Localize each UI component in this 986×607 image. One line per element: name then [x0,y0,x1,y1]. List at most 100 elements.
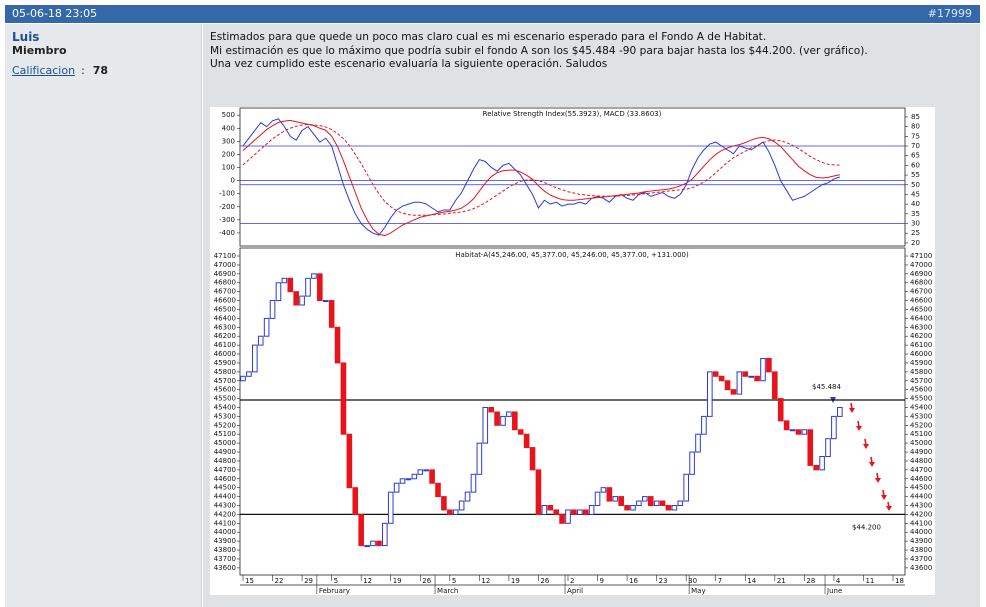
x-tick-label: 21 [777,577,786,585]
candle [837,406,843,417]
y-tick-label: 46200 [214,332,236,340]
y2-tick-label: 45 [911,190,920,198]
y2-tick-label: 30 [911,220,920,228]
y-tick-label: 43600 [214,564,236,572]
y2-tick-label: 43900 [910,537,932,545]
month-label: March [437,587,458,595]
y-tick-label: 44400 [214,493,236,501]
x-tick-label: 12 [481,577,490,585]
candle [571,509,577,515]
candle [582,509,589,515]
candle [659,500,666,507]
y-tick-label: 45200 [214,421,236,429]
candle [529,447,536,471]
candle [588,505,595,515]
candle [642,496,648,502]
y-tick-label: 46600 [214,297,236,305]
y2-tick-label: 44300 [910,502,932,510]
y2-tick-label: 44800 [910,457,932,465]
candle [553,509,559,515]
body-line: Mi estimación es que lo máximo que podrí… [210,44,868,57]
y2-tick-label: 45500 [910,395,932,403]
y-tick-label: 45100 [214,430,236,438]
y2-tick-label: 45300 [910,412,932,420]
y-tick-label: 46700 [214,288,236,296]
candle [293,291,299,306]
y-tick-label: 45900 [214,359,236,367]
y2-tick-label: 46600 [910,297,932,305]
y-tick-label: 45800 [214,368,236,376]
candle [730,389,737,395]
y-tick-label: 45700 [214,377,236,385]
y2-tick-label: 75 [911,132,920,140]
candle [423,469,429,472]
y-tick-label: -400 [219,229,235,237]
x-tick-label: 15 [245,577,254,585]
x-tick-label: 7 [718,577,722,585]
candle [777,398,784,422]
y-tick-label: 44300 [214,502,236,510]
candle [665,505,672,511]
candle [677,500,684,507]
y2-tick-label: 43700 [910,555,932,563]
candle [287,277,294,293]
candle [724,380,731,391]
y2-tick-label: 44000 [910,528,932,536]
candle [577,509,583,515]
y-tick-label: 500 [222,111,235,119]
user-role: Miembro [12,44,67,57]
x-tick-label: 29 [304,577,313,585]
y-tick-label: 45300 [214,412,236,420]
post-body: Estimados para que quede un poco mas cla… [210,31,970,72]
candle [795,429,802,435]
x-tick-label: 14 [747,577,756,585]
reference-label: $44.200 [852,523,881,531]
y-tick-label: 44600 [214,475,236,483]
chart: Relative Strength Index(55.3923), MACD (… [214,107,932,595]
rating-value: 78 [92,64,109,77]
series-line [242,118,840,236]
candle [322,300,329,303]
y-tick-label: 46300 [214,323,236,331]
candle [328,300,335,328]
candle [476,442,483,475]
candle [547,505,554,511]
y2-tick-label: 46700 [910,288,932,296]
y2-tick-label: 25 [911,229,920,237]
y-tick-label: 200 [222,150,235,158]
x-tick-label: 18 [895,577,904,585]
x-tick-label: 30 [688,577,697,585]
y2-tick-label: 47000 [910,261,932,269]
candle [334,326,341,364]
user-name[interactable]: Luis [12,30,40,44]
candle [441,496,447,511]
candle [647,496,654,507]
chart-title: Habitat-A(45,246.00, 45,377.00, 45,246.0… [455,251,689,259]
y2-tick-label: 35 [911,210,920,218]
y-tick-label: 44200 [214,510,236,518]
candle [299,295,305,306]
candle [636,500,642,507]
y-tick-label: 45500 [214,395,236,403]
y2-tick-label: 44900 [910,448,932,456]
candle [263,317,270,337]
post-id[interactable]: #17999 [927,7,972,20]
candle [565,509,571,524]
candle [801,429,808,435]
candle [612,496,619,502]
rating-link[interactable]: Calificacion [12,64,76,77]
y-tick-label: 46800 [214,279,236,287]
y2-tick-label: 85 [911,113,920,121]
y-tick-label: 43700 [214,555,236,563]
x-tick-label: 12 [363,577,372,585]
candle [435,482,441,498]
candle [417,469,424,475]
candle [346,433,353,489]
y-tick-label: 44700 [214,466,236,474]
candle [240,375,246,382]
x-tick-label: 19 [511,577,520,585]
candle [482,406,489,444]
candle [246,371,252,377]
candle [760,357,766,382]
